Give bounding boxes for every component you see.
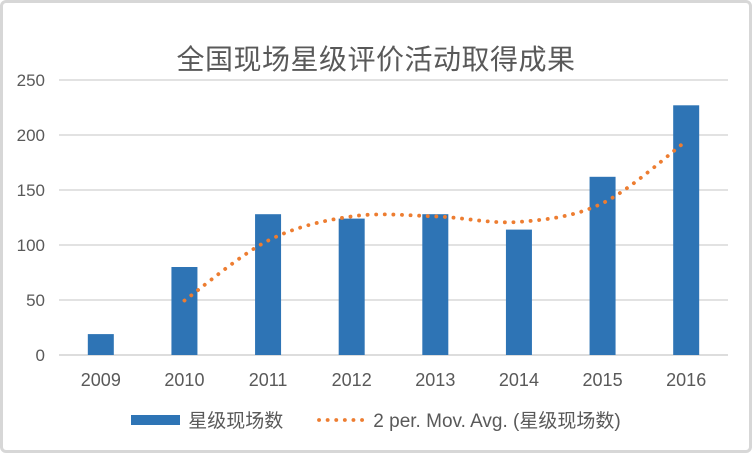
y-tick-label: 50: [26, 291, 45, 310]
bar-2010: [171, 267, 198, 355]
y-tick-label: 200: [17, 126, 45, 145]
moving-average-swatch-icon: [317, 417, 366, 422]
x-tick-label: 2011: [249, 370, 288, 390]
bar-2014: [505, 229, 532, 355]
bar-2009: [87, 334, 114, 355]
bar-2013: [422, 214, 449, 355]
y-tick-label: 0: [36, 346, 45, 365]
legend-item-moving-average: 2 per. Mov. Avg. (星级现场数): [317, 406, 621, 433]
bar-series-swatch-icon: [131, 414, 181, 425]
y-tick-label: 100: [17, 236, 45, 255]
x-tick-label: 2009: [81, 370, 121, 390]
moving-average-label: 2 per. Mov. Avg. (星级现场数): [373, 411, 621, 432]
bar-series-label: 星级现场数: [188, 411, 284, 432]
x-tick-label: 2013: [415, 370, 455, 390]
x-tick-label: 2014: [499, 370, 539, 390]
chart-title: 全国现场星级评价活动取得成果: [176, 43, 576, 75]
bar-2016: [673, 105, 700, 355]
moving-average-line: [182, 139, 689, 303]
y-tick-label: 250: [17, 71, 45, 90]
x-tick-label: 2012: [332, 370, 372, 390]
x-tick-label: 2010: [164, 370, 204, 390]
legend: 星级现场数 2 per. Mov. Avg. (星级现场数): [0, 406, 752, 433]
x-tick-label: 2015: [583, 370, 623, 390]
x-tick-label: 2016: [666, 370, 706, 390]
legend-item-bar-series: 星级现场数: [131, 406, 283, 433]
bar-2015: [589, 176, 616, 355]
bar-2012: [338, 218, 365, 355]
y-tick-label: 150: [17, 181, 45, 200]
